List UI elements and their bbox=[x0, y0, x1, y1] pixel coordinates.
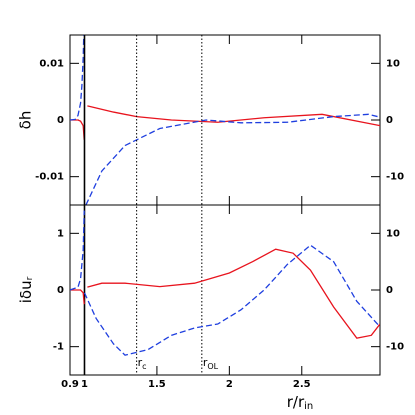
y-tick-label: 0 bbox=[57, 285, 64, 296]
reference-label: rc bbox=[138, 356, 147, 371]
y-axis-label: iδur bbox=[17, 276, 35, 303]
y-axis-label-main: iδu bbox=[17, 280, 35, 303]
reference-label-main: r bbox=[203, 356, 208, 369]
reference-label: rOL bbox=[203, 356, 219, 371]
y2-tick-label: -10 bbox=[386, 172, 404, 183]
x-tick-label: 2.5 bbox=[293, 379, 311, 390]
reference-label-sub: OL bbox=[207, 362, 218, 371]
y2-tick-label: 0 bbox=[386, 115, 393, 126]
y2-tick-label: 0 bbox=[386, 285, 393, 296]
reference-label-sub: c bbox=[142, 362, 146, 371]
plot-frame bbox=[69, 204, 381, 376]
x-axis-label-sub: in bbox=[304, 401, 313, 412]
x-axis-label-main: r/r bbox=[287, 393, 305, 411]
y2-tick-label: 10 bbox=[386, 228, 400, 239]
reference-label-main: r bbox=[138, 356, 143, 369]
y-axis-label: δh bbox=[17, 111, 35, 130]
y-tick-label: 1 bbox=[57, 228, 64, 239]
data-line bbox=[70, 105, 380, 140]
x-tick-label: 2 bbox=[226, 379, 233, 390]
data-line bbox=[70, 248, 380, 339]
y2-tick-label: -10 bbox=[386, 342, 404, 353]
data-line bbox=[70, 35, 380, 205]
plot-frame bbox=[69, 34, 381, 206]
x-axis-label: r/rin bbox=[287, 393, 314, 413]
x-tick-label: 1 bbox=[81, 379, 88, 390]
data-line bbox=[70, 210, 380, 356]
x-tick-label: 1.5 bbox=[148, 379, 166, 390]
y-tick-label: 0 bbox=[57, 115, 64, 126]
y-tick-label: 0.01 bbox=[39, 58, 64, 69]
y2-tick-label: 10 bbox=[386, 58, 400, 69]
y-tick-label: -1 bbox=[53, 342, 64, 353]
y-axis-label-sub: r bbox=[25, 276, 35, 280]
x-tick-label: 0.9 bbox=[61, 379, 79, 390]
y-tick-label: -0.01 bbox=[35, 172, 64, 183]
